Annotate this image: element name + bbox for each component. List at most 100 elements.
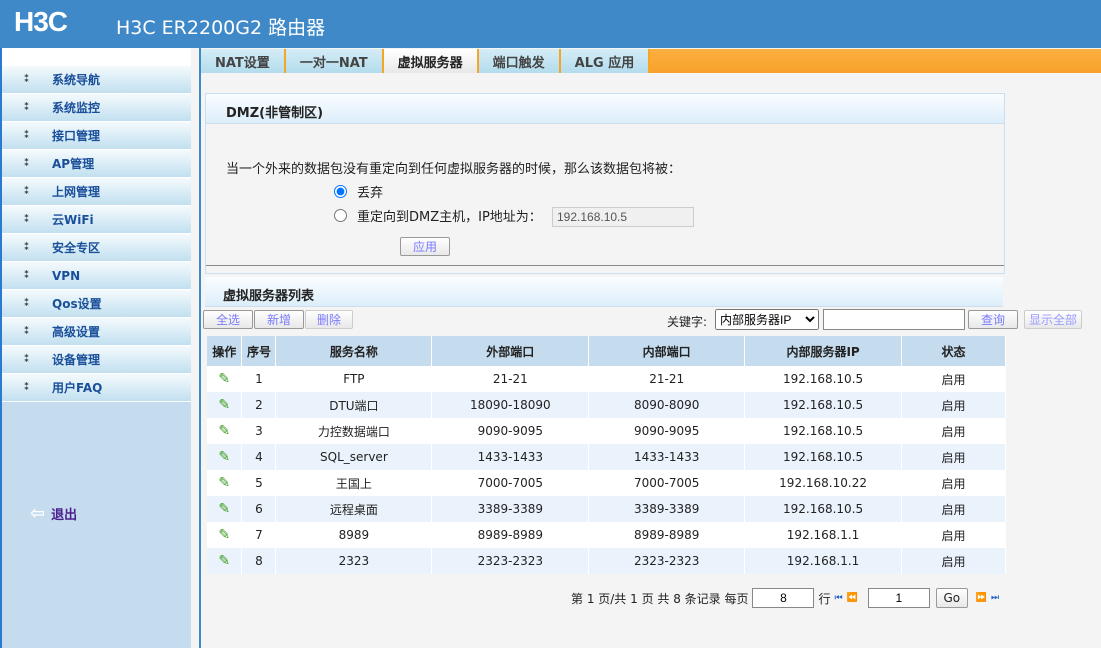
bullet-icon: ⁑: [24, 130, 30, 141]
table-row: ✎ 6 远程桌面 3389-3389 3389-3389 192.168.10.5 启用: [207, 496, 1006, 522]
sidebar-item[interactable]: ⁑ 设备管理: [2, 346, 191, 374]
table-cell: 9090-9095: [588, 418, 746, 444]
table-cell: 3: [241, 418, 277, 444]
keyword-select[interactable]: 内部服务器IP: [715, 309, 819, 330]
redirect-radio[interactable]: [334, 209, 347, 222]
tab[interactable]: 端口触发: [478, 49, 561, 73]
sidebar-item-label: AP管理: [52, 157, 95, 171]
drop-option[interactable]: 丢弃: [334, 182, 383, 201]
edit-icon[interactable]: ✎: [207, 418, 243, 444]
tab[interactable]: ALG 应用: [560, 49, 651, 73]
edit-icon[interactable]: ✎: [207, 444, 243, 470]
table-cell: 3389-3389: [431, 496, 590, 522]
table-cell: 1433-1433: [431, 444, 590, 470]
go-button[interactable]: Go: [935, 588, 968, 608]
table-cell: 9090-9095: [431, 418, 590, 444]
bullet-icon: ⁑: [24, 382, 30, 393]
sidebar-item[interactable]: ⁑ Qos设置: [2, 290, 191, 318]
edit-icon[interactable]: ✎: [207, 496, 243, 522]
next-page-icon[interactable]: ⏩: [975, 593, 988, 603]
bullet-icon: ⁑: [24, 186, 30, 197]
table-row: ✎ 2 DTU端口 18090-18090 8090-8090 192.168.10.5 启…: [207, 392, 1006, 418]
table-cell: 启用: [901, 522, 1006, 548]
search-button[interactable]: 查询: [968, 310, 1018, 329]
sidebar-item[interactable]: ⁑ 云WiFi: [2, 206, 191, 234]
table-cell: 192.168.10.5: [744, 392, 903, 418]
logout-label: 退出: [51, 508, 78, 523]
sidebar-item[interactable]: ⁑ AP管理: [2, 150, 191, 178]
rows-label: 行: [818, 591, 831, 606]
table-cell: 7000-7005: [588, 470, 746, 496]
tab[interactable]: 虚拟服务器: [383, 49, 479, 73]
tab[interactable]: NAT设置: [201, 49, 286, 73]
table-cell: 192.168.10.22: [744, 470, 903, 496]
table-cell: 21-21: [431, 366, 590, 392]
sidebar-item-label: 系统监控: [52, 101, 101, 115]
table-cell: 1433-1433: [588, 444, 746, 470]
show-all-button[interactable]: 显示全部: [1024, 310, 1082, 329]
redirect-option[interactable]: 重定向到DMZ主机，IP地址为：: [334, 206, 542, 225]
apply-button[interactable]: 应用: [400, 237, 450, 256]
add-button[interactable]: 新增: [254, 310, 304, 329]
prev-page-icon[interactable]: ⏪: [846, 593, 858, 603]
last-page-icon[interactable]: ⏭: [991, 593, 1000, 603]
h3c-logo: H3C: [14, 6, 68, 37]
table-cell: 8090-8090: [588, 392, 746, 418]
per-page-input[interactable]: [752, 588, 815, 608]
bullet-icon: ⁑: [24, 298, 30, 309]
table-cell: 4: [241, 444, 277, 470]
table-cell: 启用: [901, 548, 1006, 574]
delete-button[interactable]: 删除: [305, 310, 353, 329]
sidebar-item[interactable]: ⁑ 安全专区: [2, 234, 191, 262]
column-header: 操作: [207, 336, 243, 366]
column-header: 状态: [901, 336, 1006, 366]
keyword-label: 关键字:: [667, 315, 708, 329]
sidebar-item[interactable]: ⁑ 系统监控: [2, 94, 191, 122]
sidebar: ⁑ 系统导航 ⁑ 系统监控 ⁑ 接口管理 ⁑ AP管理 ⁑ 上网管理 ⁑ 云WiFi ⁑ 安全专区 ⁑ VPN…: [0, 48, 191, 648]
sidebar-item-label: VPN: [52, 268, 81, 283]
logout-link[interactable]: ⇦ 退出: [30, 503, 77, 524]
select-all-button[interactable]: 全选: [203, 310, 253, 329]
sidebar-item[interactable]: ⁑ 接口管理: [2, 122, 191, 150]
pagination-summary: 第 1 页/共 1 页 共 8 条记录 每页: [571, 591, 749, 606]
edit-icon[interactable]: ✎: [207, 470, 243, 496]
edit-icon[interactable]: ✎: [207, 392, 243, 418]
drop-radio[interactable]: [334, 185, 347, 198]
edit-icon[interactable]: ✎: [207, 548, 243, 574]
first-page-icon[interactable]: ⏮: [834, 593, 843, 603]
table-cell: 2323-2323: [588, 548, 746, 574]
tab[interactable]: 一对一NAT: [285, 49, 384, 73]
column-header: 内部端口: [588, 336, 746, 366]
edit-icon[interactable]: ✎: [207, 522, 243, 548]
table-cell: 8989-8989: [588, 522, 746, 548]
page-input[interactable]: [867, 588, 930, 608]
sidebar-item[interactable]: ⁑ VPN: [2, 262, 191, 290]
sidebar-item-label: 上网管理: [52, 185, 101, 199]
table-row: ✎ 1 FTP 21-21 21-21 192.168.10.5 启用: [207, 366, 1006, 392]
sidebar-item[interactable]: ⁑ 高级设置: [2, 318, 191, 346]
keyword-input[interactable]: [823, 309, 965, 330]
table-cell: 启用: [901, 470, 1006, 496]
table-cell: 启用: [901, 392, 1006, 418]
bullet-icon: ⁑: [24, 354, 30, 365]
drop-label: 丢弃: [357, 186, 384, 201]
table-row: ✎ 3 力控数据端口 9090-9095 9090-9095 192.168.10.5 启用: [207, 418, 1006, 444]
edit-icon[interactable]: ✎: [207, 366, 243, 392]
sidebar-item[interactable]: ⁑ 用户FAQ: [2, 374, 191, 402]
table-cell: DTU端口: [275, 392, 433, 418]
logout-icon: ⇦: [30, 503, 46, 524]
sidebar-item-label: 用户FAQ: [52, 381, 103, 395]
sidebar-item[interactable]: ⁑ 上网管理: [2, 178, 191, 206]
table-cell: 2323-2323: [431, 548, 590, 574]
list-title: 虚拟服务器列表: [205, 277, 1003, 307]
table-cell: 8989: [275, 522, 433, 548]
table-cell: 2: [241, 392, 277, 418]
bullet-icon: ⁑: [24, 102, 30, 113]
sidebar-item-label: 接口管理: [52, 129, 101, 143]
table-cell: 7000-7005: [431, 470, 590, 496]
table-cell: 启用: [901, 418, 1006, 444]
table-cell: 192.168.10.5: [744, 496, 903, 522]
dmz-ip-input[interactable]: [552, 207, 694, 227]
sidebar-item[interactable]: ⁑ 系统导航: [2, 66, 191, 94]
virtual-server-table: 操作 序号 服务名称 外部端口 内部端口 内部服务器IP 状态 ✎ 1 FTP 21-21 21-2…: [207, 336, 1006, 574]
